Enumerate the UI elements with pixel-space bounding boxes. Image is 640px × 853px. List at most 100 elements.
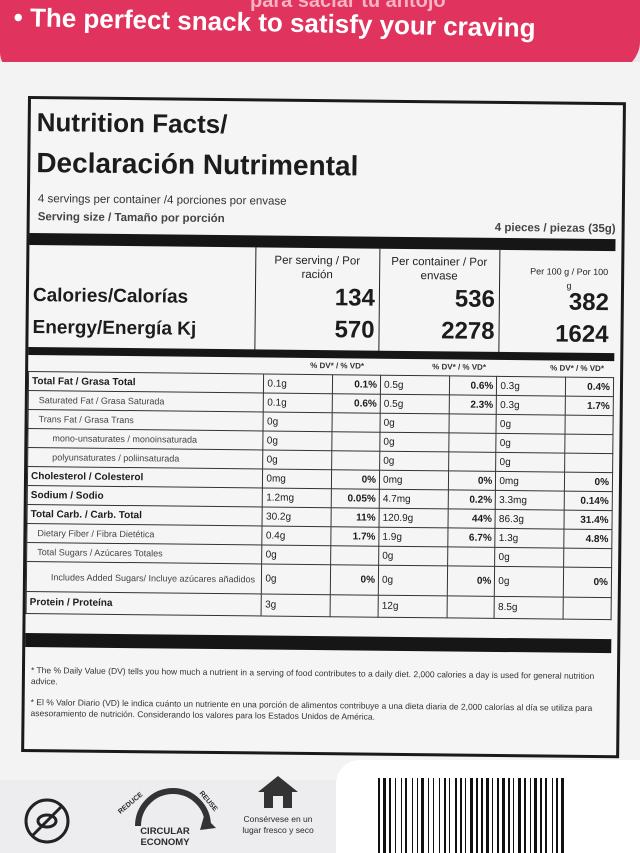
amount-serving: 0g [263, 430, 333, 451]
dv-container: 0% [447, 565, 495, 597]
dv-per100 [563, 597, 612, 620]
barcode-bar [502, 778, 505, 853]
barcode-bar [378, 778, 380, 853]
barcode-bar [561, 778, 564, 853]
storage-instructions: Consérvese en un lugar fresco y seco [242, 814, 314, 835]
barcode-bar [508, 778, 510, 853]
amount-serving: 0g [261, 563, 332, 595]
amount-per100: 0g [496, 433, 566, 454]
amount-serving: 0g [263, 411, 333, 432]
dv-container: 44% [448, 508, 496, 529]
amount-container: 120.9g [379, 508, 449, 528]
calories-per100: 382 [568, 288, 610, 317]
dv-per100 [565, 434, 613, 454]
barcode-bar [412, 778, 413, 853]
amount-serving: 0.1g [263, 373, 334, 394]
dv-serving: 1.7% [331, 526, 380, 547]
barcode-bar [428, 778, 429, 853]
barcode-bar [497, 778, 499, 853]
barcode-bar [460, 778, 462, 853]
amount-per100: 1.3g [495, 528, 565, 549]
barcode-bar [530, 778, 531, 853]
barcode-bar [540, 778, 542, 853]
amount-container: 4.7mg [379, 489, 449, 509]
barcode-bar [518, 778, 521, 853]
amount-per100: 8.5g [494, 596, 564, 620]
serving-size-label: Serving size / Tamaño por porción [37, 211, 225, 226]
amount-container: 0.5g [380, 375, 450, 395]
amount-container: 0g [379, 432, 450, 452]
amount-serving: 0mg [262, 468, 333, 489]
amount-serving: 0.1g [263, 392, 333, 413]
barcode-bar [395, 778, 396, 853]
calories-container: 536 [454, 285, 496, 313]
barcode-bar [470, 778, 473, 853]
amount-per100: 0g [496, 414, 566, 435]
barcode-bar [389, 778, 391, 853]
dv-header-serving: % DV* / % VD* [310, 360, 365, 371]
column-divider [378, 248, 381, 353]
dv-header-container: % DV* / % VD* [432, 362, 487, 372]
column-divider [254, 247, 257, 352]
house-icon [258, 776, 298, 808]
dv-per100: 0% [563, 567, 612, 598]
energy-per100: 1624 [555, 320, 609, 349]
amount-container: 1.9g [378, 527, 449, 547]
dv-serving [332, 450, 380, 471]
nutrient-name: Total Sugars / Azúcares Totales [26, 542, 263, 564]
calories-serving: 134 [334, 284, 376, 312]
nutrient-name: Total Fat / Grasa Total [28, 371, 265, 393]
dv-serving [332, 412, 381, 433]
barcode-bar [534, 778, 537, 853]
amount-container: 0g [378, 565, 448, 596]
nutrient-name: mono-unsaturates / monoinsaturada [27, 428, 264, 450]
barcode-bar [481, 778, 483, 853]
amount-container: 0g [380, 413, 450, 433]
no-pacifier-icon [24, 798, 70, 844]
amount-per100: 0g [494, 547, 565, 568]
barcode-bar [465, 778, 466, 853]
thick-divider [29, 233, 616, 252]
dv-serving: 0.6% [332, 393, 381, 414]
thick-divider [28, 347, 615, 362]
amount-container: 12g [378, 595, 448, 618]
nutrient-name: polyunsaturates / poliinsaturada [27, 447, 264, 469]
dv-serving [330, 594, 379, 618]
barcode-bar [556, 778, 558, 853]
amount-container: 0g [378, 546, 449, 566]
dv-container: 6.7% [448, 527, 496, 548]
dv-per100: 0.14% [564, 491, 613, 511]
dv-container: 0.2% [448, 489, 496, 510]
dv-serving: 0% [330, 564, 379, 596]
serving-size-value: 4 pieces / piezas (35g) [494, 221, 616, 236]
nutrient-name: Trans Fat / Grasa Trans [28, 409, 264, 431]
amount-serving: 1.2mg [262, 487, 332, 508]
barcode-bar [513, 778, 514, 853]
banner-english-text: • The perfect snack to satisfy your crav… [13, 2, 536, 43]
nutrition-facts-panel: Nutrition Facts/ Declaración Nutrimental… [21, 96, 626, 759]
dv-per100 [564, 453, 613, 473]
barcode-bar [524, 778, 526, 853]
dv-container [447, 595, 495, 619]
dv-serving: 11% [331, 507, 380, 528]
dv-per100: 0% [564, 472, 613, 492]
dv-container: 0% [448, 470, 496, 491]
barcode-bar [417, 778, 418, 853]
dv-serving [331, 545, 379, 566]
footnote-spanish: * El % Valor Diario (VD) le indica cuánt… [30, 697, 593, 722]
title-english: Nutrition Facts/ [36, 107, 228, 140]
barcode-bar [552, 778, 553, 853]
dv-container [449, 432, 497, 453]
amount-serving: 30.2g [262, 506, 332, 527]
barcode-bar [486, 778, 489, 853]
nutrient-name: Cholesterol / Colesterol [27, 466, 264, 488]
nutrient-row: Protein / Proteína 3g 12g 8.5g [26, 591, 612, 620]
barcode-bar [492, 778, 493, 853]
nutrient-name: Saturated Fat / Grasa Saturada [28, 390, 264, 412]
energy-container: 2278 [441, 317, 495, 345]
amount-per100: 3.3mg [495, 490, 565, 511]
amount-per100: 0mg [495, 471, 565, 492]
amount-container: 0.5g [380, 394, 450, 414]
servings-per-container: 4 servings per container /4 porciones po… [37, 193, 287, 208]
dv-container [447, 546, 496, 567]
